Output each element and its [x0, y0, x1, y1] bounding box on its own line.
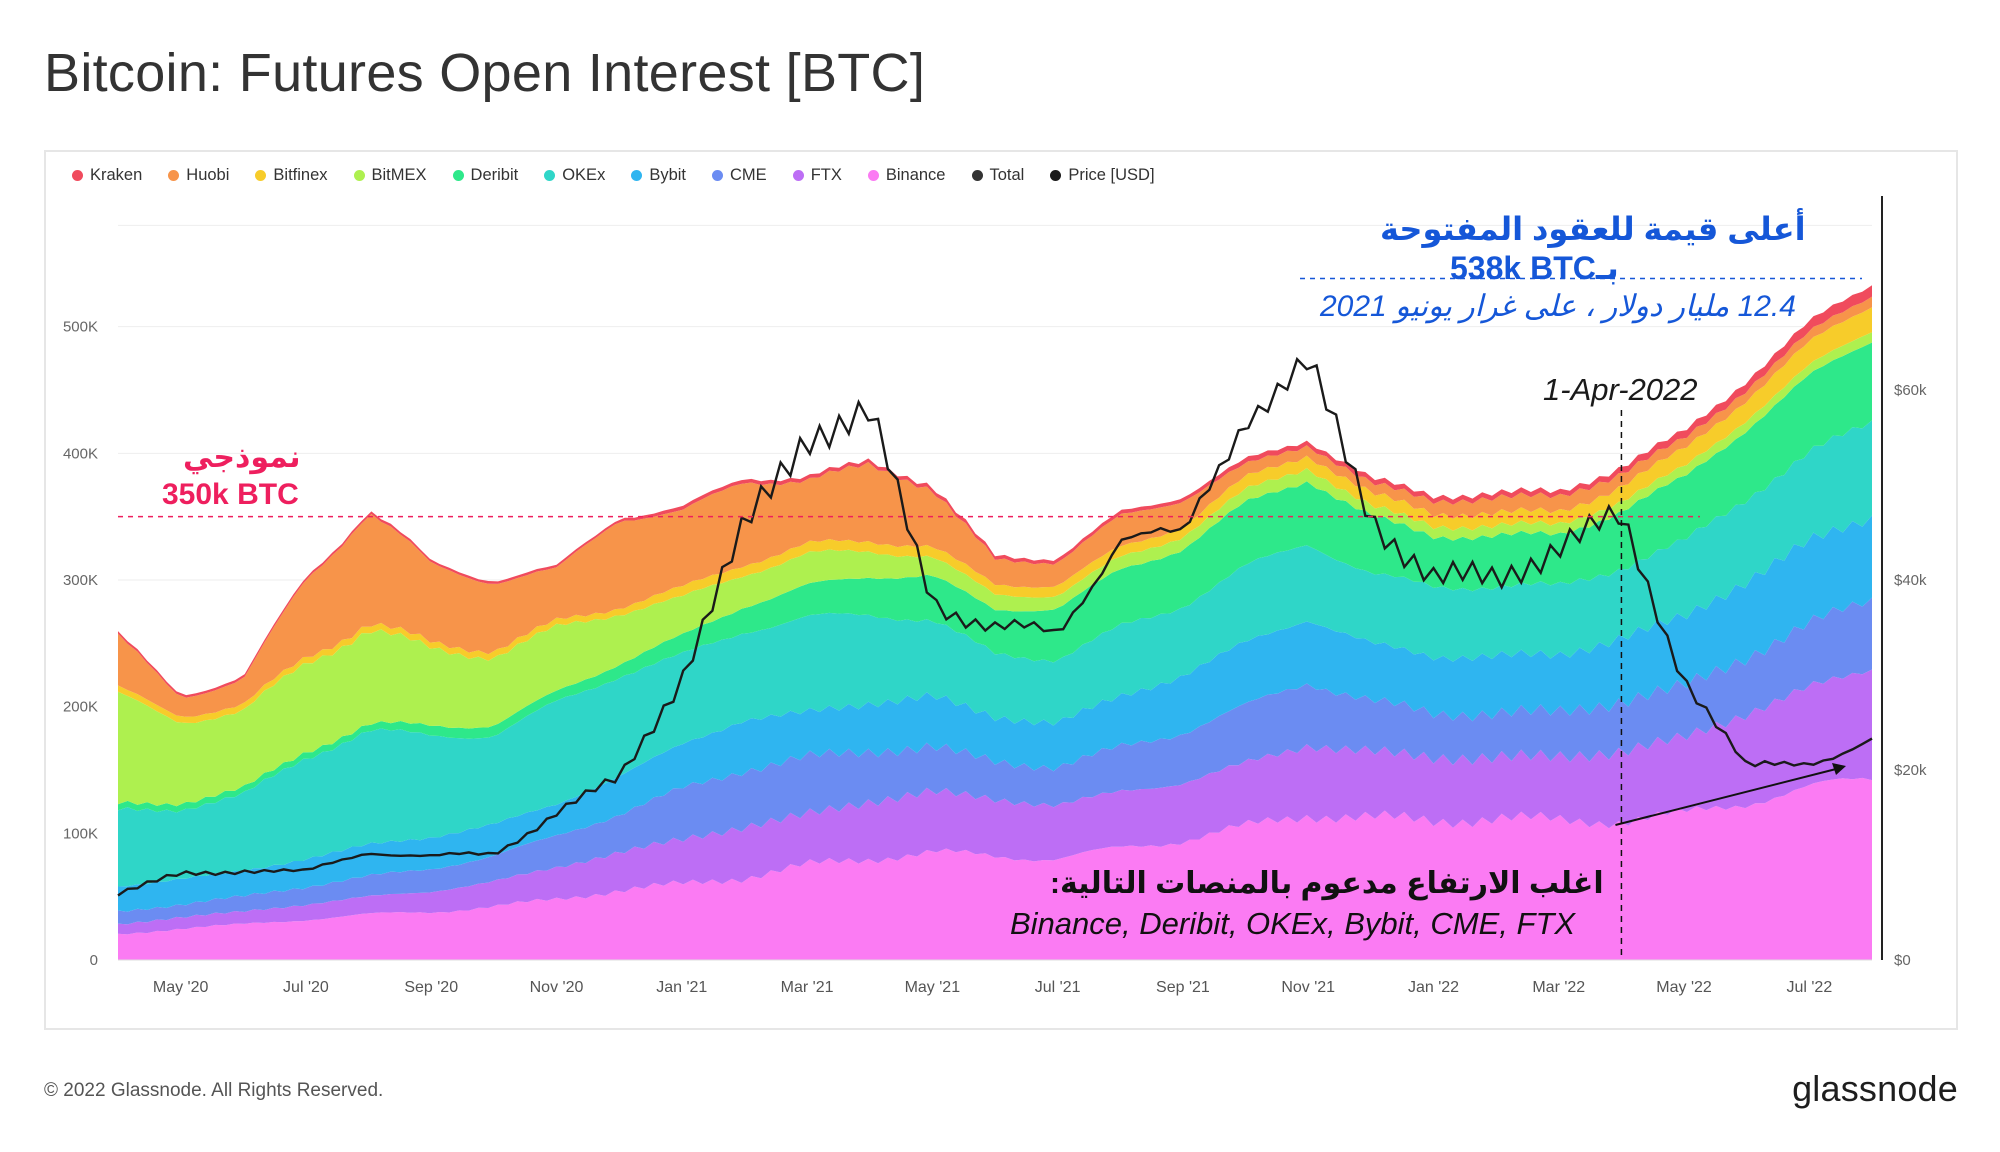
legend-dot: [792, 170, 804, 181]
area-bitfinex: [118, 307, 1872, 723]
legend-label: Total: [989, 166, 1025, 184]
area-kraken: [118, 285, 1872, 698]
x-tick-label: Sep '21: [1156, 979, 1210, 996]
legend-label: Kraken: [90, 166, 143, 184]
legend-item-cme[interactable]: CME: [712, 166, 767, 185]
date-marker-label: 1-Apr-2022: [1543, 372, 1698, 407]
legend-label: Price [USD]: [1068, 166, 1155, 184]
legend-dot: [452, 170, 464, 181]
legend-dot: [255, 170, 267, 181]
ath-annotation-title: أعلى قيمة للعقود المفتوحة: [1380, 211, 1806, 247]
x-tick-label: Sep '20: [404, 979, 458, 996]
legend-dot: [712, 170, 724, 181]
y-tick-label: 400K: [63, 445, 98, 462]
area-huobi: [118, 296, 1872, 717]
legend-dot: [971, 170, 983, 181]
x-tick-label: Mar '22: [1532, 979, 1585, 996]
y-tick-label: 500K: [63, 319, 98, 336]
legend-item-bitmex[interactable]: BitMEX: [353, 166, 427, 185]
legend-item-okex[interactable]: OKEx: [544, 166, 605, 185]
chart-legend: Kraken Huobi Bitfinex BitMEX Deribit OKEx Bybi…: [72, 166, 1155, 185]
y-right-tick-label: $0: [1894, 952, 1911, 969]
legend-label: Bitfinex: [273, 166, 328, 184]
page-title: Bitcoin: Futures Open Interest [BTC]: [44, 43, 926, 103]
legend-item-deribit[interactable]: Deribit: [452, 166, 519, 185]
legend-dot: [631, 170, 643, 181]
legend-item-binance[interactable]: Binance: [867, 166, 946, 185]
area-bybit: [118, 515, 1872, 912]
glassnode-logo: glassnode: [1792, 1068, 1958, 1109]
arrow-head-icon: [1832, 763, 1846, 775]
growth-annotation-title: اغلب الارتفاع مدعوم بالمنصات التالية:: [1050, 867, 1604, 900]
legend-dot: [72, 170, 83, 181]
legend-dot: [353, 170, 365, 181]
x-tick-label: Jul '20: [283, 979, 329, 996]
growth-arrow: [1615, 767, 1841, 826]
x-tick-label: Nov '20: [530, 979, 584, 996]
x-tick-label: May '21: [905, 979, 961, 996]
y-tick-label: 200K: [63, 699, 98, 716]
x-tick-label: Jul '22: [1786, 979, 1832, 996]
legend-item-ftx[interactable]: FTX: [792, 166, 842, 185]
legend-dot: [544, 170, 556, 181]
x-tick-label: Nov '21: [1281, 979, 1335, 996]
y-right-tick-label: $40k: [1894, 572, 1927, 589]
x-tick-label: May '20: [153, 979, 209, 996]
legend-label: FTX: [810, 166, 842, 184]
area-bitmex: [118, 332, 1872, 807]
legend-label: Huobi: [186, 166, 230, 184]
y-right-tick-label: $20k: [1894, 762, 1927, 779]
ath-annotation-usd: 12.4 مليار دولار ، على غرار يونيو 2021: [1320, 290, 1796, 323]
area-cme: [118, 597, 1872, 925]
y-tick-label: 100K: [63, 825, 98, 842]
area-binance: [118, 777, 1872, 960]
legend-label: BitMEX: [371, 166, 427, 184]
y-tick-label: 0: [90, 952, 98, 969]
legend-item-kraken[interactable]: Kraken: [72, 166, 142, 185]
area-ftx: [118, 669, 1872, 935]
legend-label: Binance: [885, 166, 946, 184]
legend-label: Bybit: [649, 166, 687, 184]
legend-label: Deribit: [470, 166, 519, 184]
legend-label: CME: [730, 166, 767, 184]
legend-item-price-usd[interactable]: Price [USD]: [1050, 166, 1155, 185]
y-tick-label: 300K: [63, 572, 98, 589]
legend-label: OKEx: [562, 166, 606, 184]
x-tick-label: Jan '21: [656, 979, 707, 996]
x-tick-label: Jul '21: [1035, 979, 1081, 996]
legend-dot: [867, 170, 879, 181]
x-tick-label: Mar '21: [781, 979, 834, 996]
area-deribit: [118, 342, 1872, 813]
typical-level-label: نموذجي: [183, 441, 301, 474]
area-okex: [118, 420, 1872, 887]
x-tick-label: May '22: [1656, 979, 1712, 996]
y-right-tick-label: $60k: [1894, 382, 1927, 399]
legend-dot: [1050, 170, 1062, 181]
legend-dot: [168, 170, 180, 181]
legend-item-total[interactable]: Total: [971, 166, 1025, 185]
price-line: [117, 356, 1873, 897]
copyright-text: © 2022 Glassnode. All Rights Reserved.: [44, 1080, 384, 1101]
ath-annotation-value: بـ538k BTC: [1450, 250, 1619, 286]
legend-item-bybit[interactable]: Bybit: [631, 166, 686, 185]
typical-level-value: 350k BTC: [162, 478, 299, 511]
growth-annotation-exchanges: Binance, Deribit, OKEx, Bybit, CME, FTX: [1010, 906, 1576, 941]
x-tick-label: Jan '22: [1408, 979, 1459, 996]
legend-item-huobi[interactable]: Huobi: [168, 166, 229, 185]
legend-item-bitfinex[interactable]: Bitfinex: [255, 166, 328, 185]
